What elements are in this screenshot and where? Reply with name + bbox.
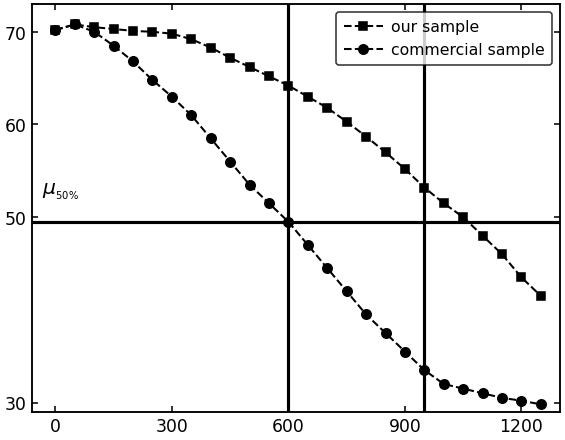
- commercial sample: [285, 220, 292, 225]
- commercial sample: [402, 349, 408, 354]
- Legend: our sample, commercial sample: our sample, commercial sample: [336, 12, 553, 66]
- our sample: [110, 27, 117, 32]
- our sample: [440, 201, 447, 206]
- commercial sample: [460, 386, 467, 391]
- commercial sample: [149, 78, 156, 83]
- our sample: [344, 120, 350, 125]
- commercial sample: [52, 28, 59, 33]
- commercial sample: [266, 201, 272, 206]
- Line: commercial sample: commercial sample: [51, 20, 546, 409]
- our sample: [285, 84, 292, 89]
- our sample: [227, 56, 233, 61]
- our sample: [382, 150, 389, 155]
- commercial sample: [130, 59, 137, 65]
- our sample: [499, 252, 506, 257]
- our sample: [305, 95, 311, 100]
- our sample: [71, 22, 78, 28]
- commercial sample: [537, 402, 544, 407]
- commercial sample: [91, 30, 98, 35]
- commercial sample: [479, 391, 486, 396]
- our sample: [246, 65, 253, 70]
- our sample: [130, 29, 137, 34]
- our sample: [188, 37, 195, 43]
- our sample: [421, 185, 428, 191]
- our sample: [91, 25, 98, 30]
- commercial sample: [188, 113, 195, 118]
- Text: $\mu_{_{50\%}}$: $\mu_{_{50\%}}$: [42, 181, 79, 202]
- our sample: [52, 28, 59, 33]
- commercial sample: [344, 289, 350, 294]
- our sample: [149, 30, 156, 35]
- commercial sample: [168, 95, 175, 100]
- commercial sample: [227, 159, 233, 165]
- our sample: [479, 233, 486, 238]
- commercial sample: [71, 22, 78, 28]
- commercial sample: [363, 312, 370, 317]
- commercial sample: [246, 183, 253, 188]
- commercial sample: [207, 136, 214, 142]
- our sample: [363, 134, 370, 139]
- our sample: [518, 275, 525, 280]
- our sample: [207, 46, 214, 51]
- our sample: [168, 32, 175, 37]
- commercial sample: [382, 330, 389, 336]
- our sample: [266, 74, 272, 80]
- commercial sample: [499, 395, 506, 400]
- commercial sample: [110, 44, 117, 49]
- Line: our sample: our sample: [51, 21, 545, 300]
- commercial sample: [421, 367, 428, 373]
- commercial sample: [324, 266, 331, 271]
- our sample: [537, 293, 544, 299]
- our sample: [460, 215, 467, 220]
- our sample: [402, 167, 408, 172]
- commercial sample: [518, 398, 525, 403]
- commercial sample: [440, 381, 447, 387]
- our sample: [324, 106, 331, 111]
- commercial sample: [305, 242, 311, 248]
